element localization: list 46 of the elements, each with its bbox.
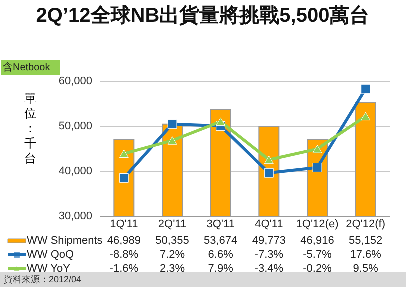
point xyxy=(312,163,322,172)
data-label: -5.7% xyxy=(303,249,332,261)
y-tick-label: 60,000 xyxy=(58,76,92,88)
data-label: 55,152 xyxy=(349,235,383,247)
point xyxy=(361,84,371,94)
source-note: 資料來源：2012/04 xyxy=(4,274,82,284)
data-label: 7.2% xyxy=(160,249,186,261)
data-label: 46,989 xyxy=(107,235,141,247)
data-label: -1.6% xyxy=(110,263,139,275)
chart-title: 2Q’12全球NB出貨量將挑戰5,500萬台 xyxy=(36,4,370,27)
data-label: 49,773 xyxy=(252,235,286,247)
data-label: 6.6% xyxy=(208,249,234,261)
legend-label: WW Shipments xyxy=(27,235,104,247)
data-label: -7.3% xyxy=(254,249,284,261)
x-tick-label: 1Q'12(e) xyxy=(296,218,339,230)
y-axis-title: 單位：千台 xyxy=(24,92,36,166)
data-label: 46,916 xyxy=(300,235,334,247)
point xyxy=(361,112,371,121)
data-label: 53,674 xyxy=(204,235,238,247)
text: 含Netbook xyxy=(3,62,52,74)
x-tick-label: 2Q'11 xyxy=(158,218,187,230)
point xyxy=(312,145,322,154)
data-label: -8.8% xyxy=(110,249,139,261)
point xyxy=(216,118,226,126)
data-label: 50,355 xyxy=(156,235,190,247)
x-tick-label: 3Q'11 xyxy=(206,218,235,230)
y-tick-label: 30,000 xyxy=(58,210,92,222)
y-tick-label: 50,000 xyxy=(58,120,92,132)
point xyxy=(168,136,178,145)
x-tick-label: 4Q'11 xyxy=(255,218,284,230)
data-label: 2.3% xyxy=(160,263,186,275)
x-tick-label: 1Q'11 xyxy=(110,218,138,230)
point xyxy=(119,173,129,183)
point xyxy=(264,156,274,164)
point xyxy=(119,150,129,158)
point xyxy=(168,119,178,129)
y-tick-label: 40,000 xyxy=(58,166,92,178)
legend-label: WW QoQ xyxy=(27,249,74,261)
x-tick-label: 2Q'12(f) xyxy=(346,218,386,230)
data-label: 9.5% xyxy=(353,263,379,275)
point xyxy=(264,168,274,178)
legend-label: WW YoY xyxy=(27,263,72,275)
data-label: -0.2% xyxy=(303,263,332,275)
data-label: -3.4% xyxy=(254,263,284,275)
data-label: 17.6% xyxy=(350,249,382,261)
data-label: 7.9% xyxy=(208,263,234,275)
